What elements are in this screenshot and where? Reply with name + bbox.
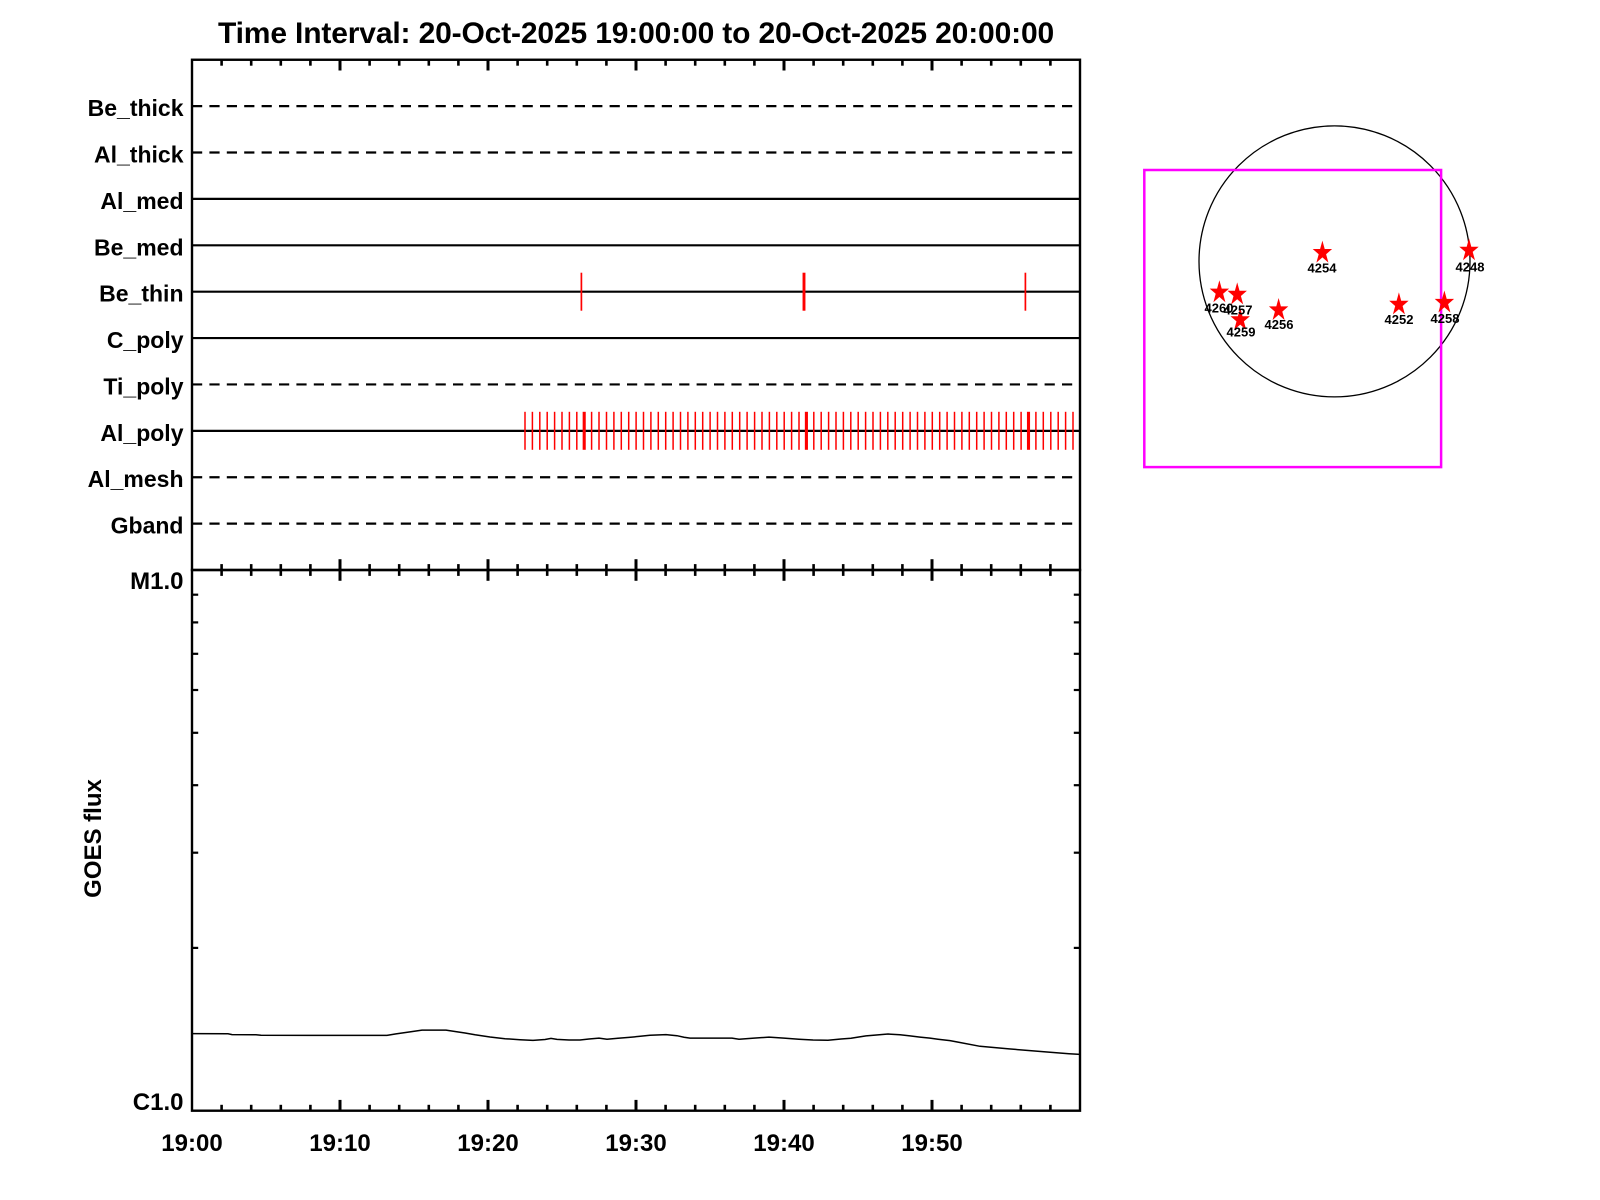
svg-text:Be_thin: Be_thin (99, 281, 183, 307)
svg-text:4254: 4254 (1308, 261, 1338, 276)
svg-text:Al_med: Al_med (100, 188, 183, 214)
svg-text:Al_poly: Al_poly (100, 420, 183, 446)
svg-text:C_poly: C_poly (107, 327, 184, 353)
svg-text:19:30: 19:30 (605, 1130, 666, 1157)
svg-text:19:40: 19:40 (753, 1130, 814, 1157)
svg-text:Be_thick: Be_thick (88, 95, 184, 121)
svg-text:4248: 4248 (1456, 260, 1485, 275)
svg-text:19:50: 19:50 (901, 1130, 962, 1157)
svg-text:Ti_poly: Ti_poly (103, 373, 183, 399)
svg-text:4252: 4252 (1385, 312, 1414, 327)
svg-text:4256: 4256 (1265, 317, 1294, 332)
svg-text:Time Interval: 20-Oct-2025 19:: Time Interval: 20-Oct-2025 19:00:00 to 2… (218, 17, 1054, 50)
svg-text:19:00: 19:00 (161, 1130, 222, 1157)
svg-text:Al_mesh: Al_mesh (88, 466, 184, 492)
svg-text:GOES flux: GOES flux (80, 779, 107, 898)
svg-text:M1.0: M1.0 (130, 568, 183, 595)
svg-text:4260: 4260 (1205, 301, 1234, 316)
svg-text:19:20: 19:20 (457, 1130, 518, 1157)
svg-text:C1.0: C1.0 (133, 1089, 184, 1116)
svg-text:19:10: 19:10 (309, 1130, 370, 1157)
svg-text:4258: 4258 (1431, 311, 1460, 326)
svg-text:Al_thick: Al_thick (94, 142, 184, 168)
svg-text:Be_med: Be_med (94, 234, 183, 260)
svg-text:Gband: Gband (111, 513, 184, 539)
svg-text:4257: 4257 (1224, 302, 1253, 317)
svg-text:4259: 4259 (1227, 324, 1256, 339)
